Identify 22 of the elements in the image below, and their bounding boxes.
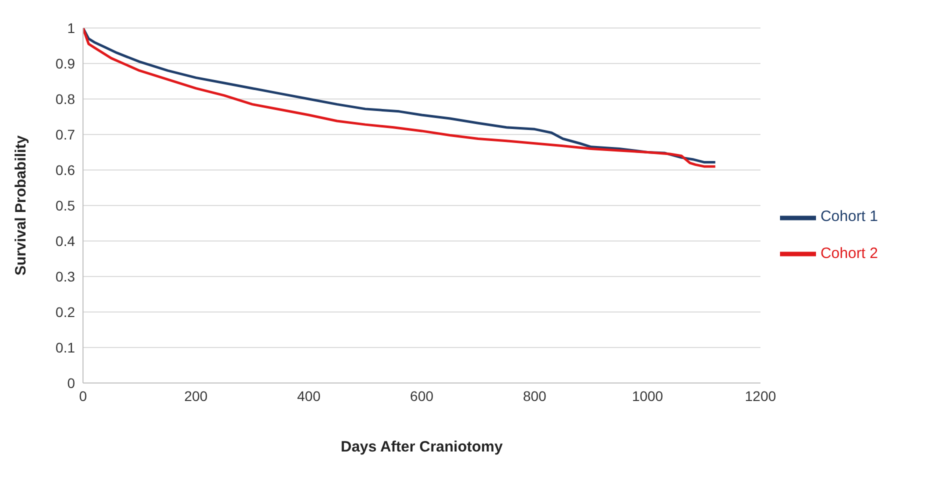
x-tick-label: 400 xyxy=(297,388,321,404)
x-tick-label: 0 xyxy=(79,388,88,404)
x-tick-label: 800 xyxy=(522,388,547,404)
y-tick-label: 0.7 xyxy=(56,126,76,142)
y-tick-label: 0.8 xyxy=(56,90,76,107)
y-tick-label: 0.2 xyxy=(56,304,76,320)
x-axis-title: Days After Craniotomy xyxy=(340,438,504,456)
y-tick-label: 1 xyxy=(67,20,76,36)
y-tick-label: 0.4 xyxy=(56,232,76,249)
y-tick-label: 0.6 xyxy=(56,162,76,178)
y-tick-label: 0.3 xyxy=(56,268,76,284)
legend-label: Cohort 1 xyxy=(820,208,878,226)
y-tick-label: 0.1 xyxy=(56,339,76,356)
x-tick-label: 1200 xyxy=(744,388,776,404)
x-tick-label: 1000 xyxy=(632,388,664,404)
y-tick-label: 0 xyxy=(67,374,76,391)
x-tick-label: 200 xyxy=(184,388,208,404)
y-axis-title: Survival Probability xyxy=(12,134,30,276)
legend-label: Cohort 2 xyxy=(820,244,878,262)
y-tick-label: 0.9 xyxy=(56,55,76,72)
y-tick-label: 0.5 xyxy=(56,197,76,214)
x-tick-label: 600 xyxy=(410,388,434,404)
